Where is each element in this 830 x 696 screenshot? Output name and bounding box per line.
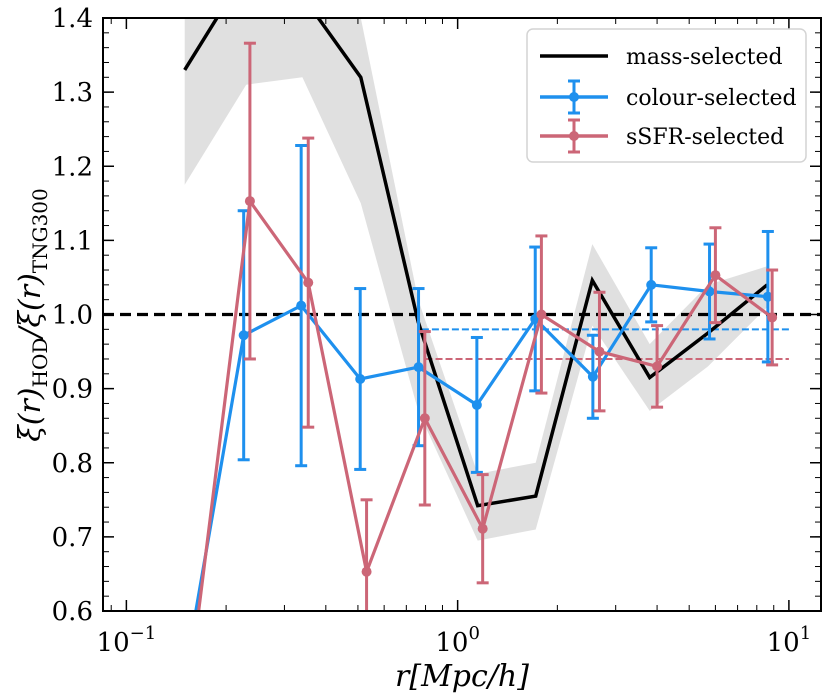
data-point	[355, 373, 366, 384]
legend-entry-colour: colour-selected	[540, 79, 797, 115]
data-point	[762, 291, 773, 302]
y-label-main: ξ(r)	[13, 387, 48, 441]
legend-marker-colour	[569, 92, 579, 102]
plot-area	[103, 18, 821, 653]
data-point	[303, 277, 314, 288]
data-point	[361, 566, 372, 577]
mass-band-layer	[184, 18, 768, 541]
data-point	[646, 279, 657, 290]
legend: mass-selected colour-selected sSFR-selec…	[526, 28, 807, 163]
x-tick-label: 101	[767, 623, 812, 658]
data-point	[189, 643, 199, 653]
data-point	[710, 270, 721, 281]
data-point	[477, 523, 488, 534]
data-point	[767, 312, 778, 323]
data-point	[536, 309, 547, 320]
x-tick-base: 10	[767, 628, 800, 658]
series-1	[184, 143, 774, 653]
data-point	[238, 330, 249, 341]
x-tick-exponent: 1	[800, 623, 811, 644]
y-tick-label: 0.7	[52, 523, 93, 553]
y-axis-label: ξ(r)HOD/ξ(r)TNG300	[13, 188, 52, 442]
series-layer	[183, 18, 779, 653]
legend-label-ssfr: sSFR-selected	[626, 125, 784, 150]
data-point	[413, 362, 424, 373]
legend-entry-mass: mass-selected	[540, 45, 783, 70]
series-2	[189, 41, 779, 653]
y-label-sub-hod: HOD	[28, 338, 52, 388]
x-axis-label: r[Mpc/h]	[395, 659, 529, 694]
x-tick-base: 10	[435, 628, 468, 658]
data-point	[594, 346, 605, 357]
y-tick-label: 0.8	[52, 449, 93, 479]
data-point	[471, 399, 482, 410]
tick-labels-layer: 0.60.70.80.91.01.11.21.31.410−1 100 101	[52, 4, 812, 658]
mean-lines-layer	[421, 328, 789, 360]
y-tick-label: 1.4	[52, 4, 93, 34]
data-point	[244, 196, 255, 207]
ticks-layer	[103, 17, 821, 612]
legend-marker-ssfr	[569, 131, 579, 141]
y-tick-label: 1.1	[52, 226, 93, 256]
data-point	[652, 361, 663, 372]
data-point	[587, 371, 598, 382]
y-tick-label: 1.2	[52, 152, 93, 182]
x-tick-label: 10−1	[97, 623, 157, 658]
data-point	[419, 413, 430, 424]
data-point	[184, 643, 194, 653]
legend-label-colour: colour-selected	[626, 86, 797, 111]
y-tick-label: 0.6	[52, 597, 93, 627]
y-tick-label: 1.3	[52, 78, 93, 108]
legend-entry-ssfr: sSFR-selected	[540, 118, 784, 154]
y-label-sub-tng: TNG300	[28, 188, 52, 273]
y-tick-label: 0.9	[52, 375, 93, 405]
x-tick-exponent: −1	[130, 623, 157, 644]
y-tick-label: 1.0	[52, 301, 93, 331]
y-label-mid: /ξ(r)	[13, 273, 48, 340]
x-tick-exponent: 0	[468, 623, 479, 644]
x-tick-label: 100	[435, 623, 480, 658]
x-tick-base: 10	[97, 628, 130, 658]
legend-box	[526, 28, 807, 163]
legend-label-mass: mass-selected	[626, 45, 783, 70]
data-point	[296, 300, 307, 311]
mass-band	[184, 18, 768, 541]
